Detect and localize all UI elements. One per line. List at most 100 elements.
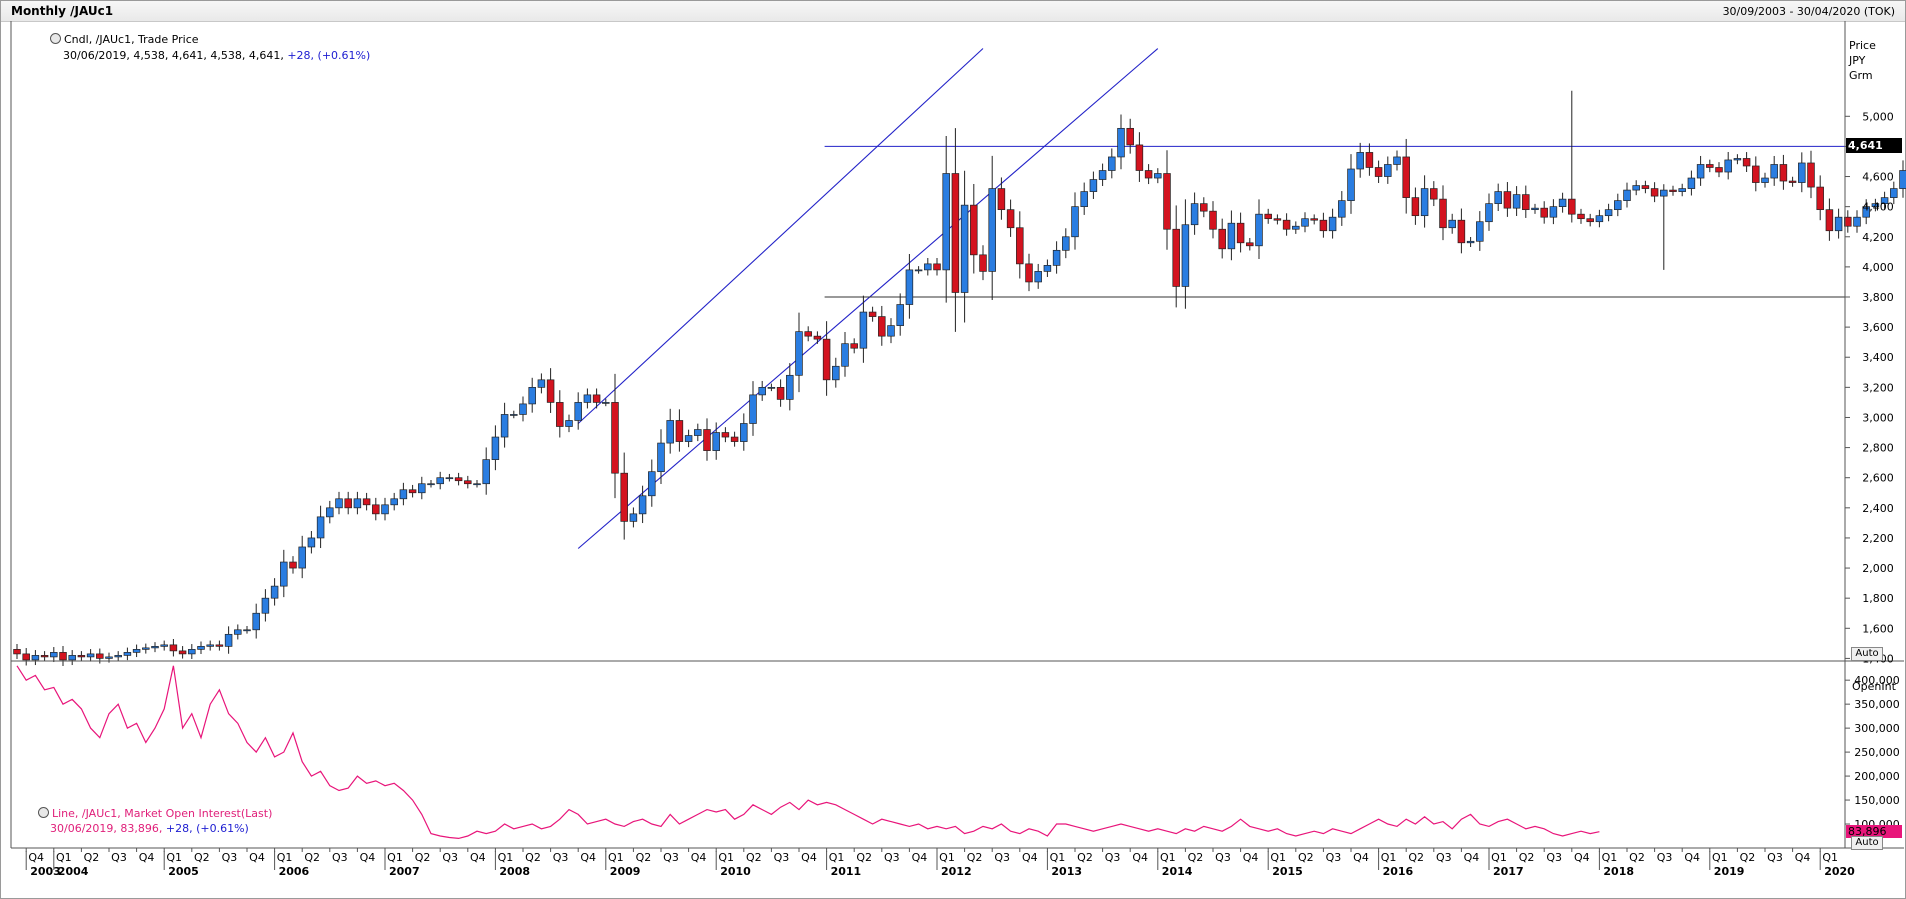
candle-body xyxy=(740,423,748,442)
candle-body xyxy=(473,483,481,486)
price-tick-label: 2,800 xyxy=(1862,442,1894,455)
candle-body xyxy=(178,650,187,655)
candle-body xyxy=(188,649,196,655)
quarter-tick-label: Q4 xyxy=(249,851,265,864)
candle-body xyxy=(344,498,352,509)
price-tick-label: 2,000 xyxy=(1862,562,1894,575)
candle-body xyxy=(1696,164,1705,179)
quarter-tick-label: Q2 xyxy=(1740,851,1756,864)
candle-body xyxy=(1512,194,1521,209)
candle-body xyxy=(776,387,785,400)
candle-body xyxy=(1844,216,1852,227)
candle-body xyxy=(1411,197,1420,217)
quarter-tick-label: Q1 xyxy=(1160,851,1176,864)
candle-body xyxy=(1807,162,1815,188)
quarter-tick-label: Q1 xyxy=(718,851,734,864)
price-legend-label: Cndl, /JAUc1, Trade Price xyxy=(64,33,199,46)
candle-body xyxy=(86,653,95,658)
quarter-tick-label: Q2 xyxy=(415,851,431,864)
candle-body xyxy=(206,644,214,647)
year-tick-label: 2020 xyxy=(1824,865,1855,878)
candle-body xyxy=(464,480,472,485)
series-icon[interactable] xyxy=(38,807,49,818)
candle-body xyxy=(1338,200,1346,218)
oi-tick-label: 350,000 xyxy=(1854,698,1900,711)
quarter-tick-label: Q4 xyxy=(1243,851,1259,864)
quarter-tick-label: Q4 xyxy=(360,851,376,864)
candle-body xyxy=(537,379,546,388)
oi-auto-scale-button[interactable]: Auto xyxy=(1851,836,1883,850)
quarter-tick-label: Q2 xyxy=(525,851,541,864)
candle-body xyxy=(859,311,868,349)
oi-y-axis: 100,000150,000200,000250,000300,000350,0… xyxy=(1845,674,1900,831)
candle-body xyxy=(1834,216,1843,232)
candle-body xyxy=(169,644,178,652)
candle-body xyxy=(1016,227,1024,265)
quarter-tick-label: Q3 xyxy=(442,851,458,864)
quarter-tick-label: Q3 xyxy=(663,851,679,864)
candle-body xyxy=(289,561,297,569)
candle-body xyxy=(234,629,242,635)
candle-body xyxy=(1485,203,1493,223)
year-tick-label: 2010 xyxy=(720,865,751,878)
quarter-tick-label: Q3 xyxy=(884,851,900,864)
candle-body xyxy=(1374,167,1383,177)
candle-body xyxy=(59,652,67,661)
candle-body xyxy=(1761,177,1769,183)
year-tick-label: 2013 xyxy=(1051,865,1082,878)
candle-body xyxy=(1871,203,1880,207)
quarter-tick-label: Q2 xyxy=(1298,851,1314,864)
candle-body xyxy=(970,204,978,256)
year-tick-label: 2008 xyxy=(499,865,530,878)
price-y-axis: 1,4001,6001,8002,0002,2002,4002,6002,800… xyxy=(1845,110,1894,665)
candle-body xyxy=(1540,207,1548,218)
candle-body xyxy=(1476,221,1484,242)
candle-body xyxy=(638,495,647,515)
candle-body xyxy=(326,507,334,518)
quarter-tick-label: Q2 xyxy=(84,851,100,864)
candle-body xyxy=(1402,156,1410,198)
candle-body xyxy=(1779,164,1788,182)
quarter-tick-label: Q1 xyxy=(387,851,403,864)
candle-body xyxy=(675,420,684,442)
price-legend[interactable]: Cndl, /JAUc1, Trade Price xyxy=(50,33,199,46)
quarter-tick-label: Q1 xyxy=(1270,851,1286,864)
candle-body xyxy=(822,338,831,381)
quarter-tick-label: Q4 xyxy=(1795,851,1811,864)
candle-body xyxy=(1733,158,1742,161)
price-auto-scale-button[interactable]: Auto xyxy=(1851,647,1883,661)
quarter-tick-label: Q1 xyxy=(1822,851,1838,864)
candle-body xyxy=(22,653,30,661)
candle-body xyxy=(68,655,76,661)
candle-body xyxy=(1669,189,1677,192)
candle-body xyxy=(500,414,509,438)
candle-body xyxy=(1209,210,1217,230)
candle-body xyxy=(335,498,343,509)
candle-body xyxy=(832,365,840,381)
candle-body xyxy=(1328,216,1337,232)
candle-body xyxy=(1549,206,1558,218)
candle-body xyxy=(602,402,610,404)
year-tick-label: 2015 xyxy=(1272,865,1303,878)
year-tick-label: 2007 xyxy=(389,865,420,878)
candle-body xyxy=(142,647,150,650)
quarter-tick-label: Q3 xyxy=(1215,851,1231,864)
candle-body xyxy=(1641,185,1650,189)
candle-body xyxy=(1853,216,1861,227)
price-tick-label: 3,600 xyxy=(1862,321,1894,334)
oi-legend-label: Line, /JAUc1, Market Open Interest(Last) xyxy=(52,807,273,820)
candle-body xyxy=(418,483,426,494)
candle-body xyxy=(1890,188,1898,198)
series-icon[interactable] xyxy=(50,33,61,44)
oi-legend[interactable]: Line, /JAUc1, Market Open Interest(Last) xyxy=(38,807,272,820)
candle-body xyxy=(1384,164,1392,177)
candle-body xyxy=(592,394,601,403)
candle-body xyxy=(730,436,739,442)
quarter-tick-label: Q2 xyxy=(304,851,320,864)
candle-body xyxy=(445,477,454,480)
price-axis-header: Price JPY Grm xyxy=(1849,38,1876,83)
candle-body xyxy=(1282,219,1291,230)
price-tick-label: 3,200 xyxy=(1862,381,1894,394)
candle-body xyxy=(1071,206,1079,238)
